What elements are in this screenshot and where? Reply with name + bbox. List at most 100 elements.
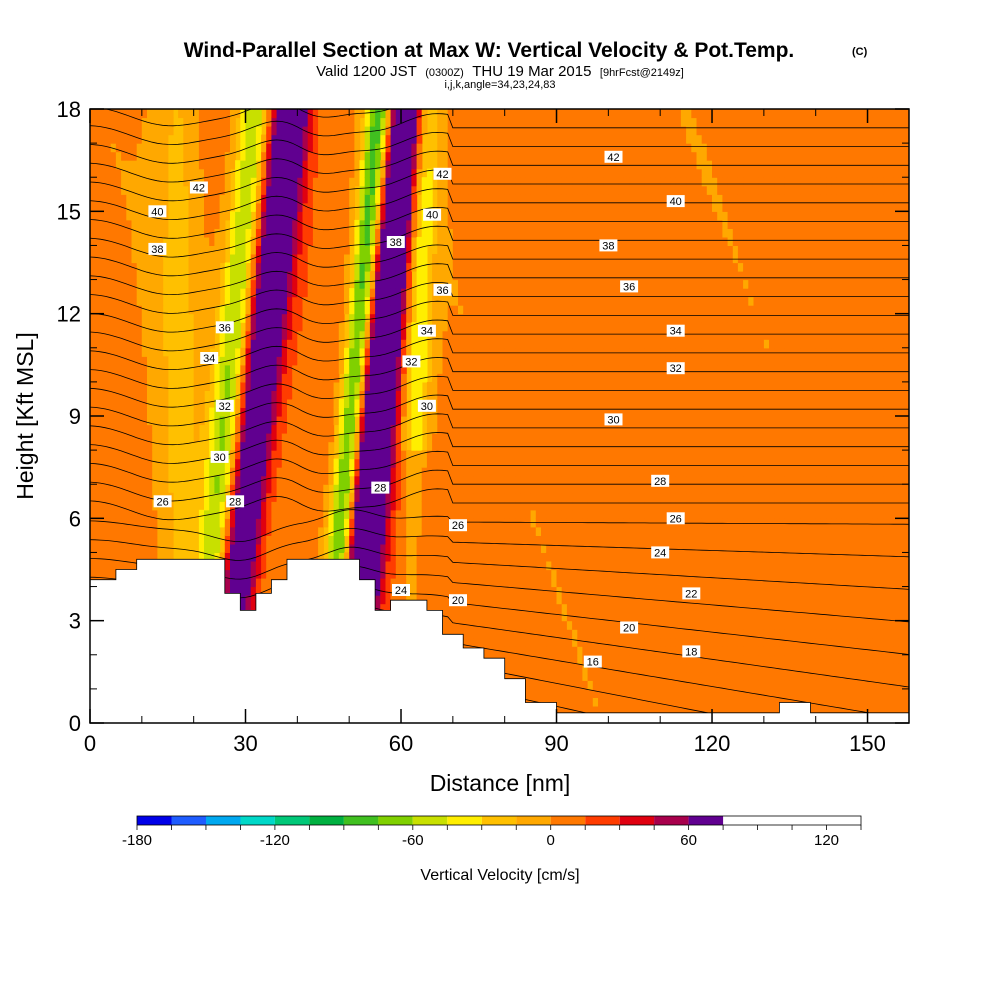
- velocity-cell: [401, 373, 407, 383]
- velocity-cell: [126, 305, 133, 315]
- velocity-cell: [328, 288, 335, 298]
- velocity-cell: [380, 398, 387, 408]
- velocity-cell: [147, 330, 153, 340]
- velocity-cell: [141, 424, 148, 434]
- velocity-cell: [147, 194, 153, 204]
- velocity-cell: [312, 543, 319, 553]
- velocity-cell: [312, 168, 319, 178]
- velocity-cell: [452, 509, 459, 519]
- velocity-cell: [473, 236, 480, 246]
- velocity-cell: [302, 228, 309, 238]
- velocity-cell: [463, 535, 469, 545]
- velocity-cell: [297, 475, 304, 485]
- velocity-cell: [204, 194, 210, 204]
- velocity-cell: [478, 603, 485, 613]
- velocity-cell: [157, 424, 164, 434]
- velocity-cell: [318, 347, 324, 357]
- velocity-cell: [364, 177, 371, 187]
- velocity-cell: [193, 254, 200, 264]
- velocity-cell: [344, 441, 350, 451]
- velocity-cell: [167, 109, 174, 119]
- velocity-cell: [468, 586, 475, 596]
- velocity-cell: [312, 458, 319, 468]
- velocity-cell: [442, 595, 449, 605]
- velocity-cell: [463, 356, 469, 366]
- velocity-cell: [395, 313, 402, 323]
- velocity-cell: [338, 219, 345, 229]
- velocity-cell: [235, 526, 241, 536]
- velocity-cell: [95, 526, 101, 536]
- velocity-cell: [312, 501, 319, 511]
- velocity-cell: [395, 219, 402, 229]
- velocity-cell: [411, 254, 418, 264]
- velocity-cell: [328, 126, 335, 136]
- velocity-cell: [338, 535, 345, 545]
- velocity-cell: [478, 288, 485, 298]
- velocity-cell: [152, 364, 158, 374]
- velocity-cell: [421, 450, 428, 460]
- velocity-cell: [240, 526, 247, 536]
- velocity-cell: [369, 228, 376, 238]
- velocity-cell: [349, 168, 355, 178]
- velocity-cell: [385, 347, 392, 357]
- velocity-cell: [473, 578, 480, 588]
- velocity-cell: [95, 552, 101, 562]
- velocity-cell: [390, 407, 397, 417]
- velocity-cell: [136, 262, 143, 272]
- velocity-cell: [390, 330, 397, 340]
- velocity-cell: [401, 185, 407, 195]
- velocity-cell: [219, 416, 226, 426]
- velocity-cell: [136, 279, 143, 289]
- velocity-cell: [152, 543, 158, 553]
- velocity-cell: [463, 398, 469, 408]
- velocity-cell: [385, 381, 392, 391]
- velocity-cell: [204, 322, 210, 332]
- velocity-cell: [369, 330, 376, 340]
- velocity-cell: [266, 441, 272, 451]
- velocity-cell: [411, 433, 418, 443]
- velocity-cell: [110, 279, 117, 289]
- velocity-cell: [115, 501, 122, 511]
- velocity-cell: [281, 126, 288, 136]
- velocity-cell: [395, 322, 402, 332]
- velocity-cell: [110, 526, 117, 536]
- velocity-cell: [276, 134, 283, 144]
- velocity-cell: [307, 134, 314, 144]
- velocity-cell: [432, 467, 438, 477]
- velocity-cell: [121, 254, 127, 264]
- velocity-cell: [442, 185, 449, 195]
- velocity-cell: [297, 492, 304, 502]
- velocity-cell: [297, 458, 304, 468]
- velocity-cell: [95, 313, 101, 323]
- velocity-cell: [281, 202, 288, 212]
- velocity-cell: [473, 245, 480, 255]
- velocity-cell: [323, 228, 330, 238]
- velocity-cell: [478, 535, 485, 545]
- velocity-cell: [266, 373, 272, 383]
- velocity-cell: [328, 347, 335, 357]
- velocity-cell: [255, 151, 262, 161]
- velocity-cell: [416, 543, 423, 553]
- velocity-cell: [437, 126, 444, 136]
- velocity-cell: [406, 143, 412, 153]
- velocity-cell: [395, 578, 402, 588]
- velocity-cell: [245, 194, 252, 204]
- velocity-cell: [338, 168, 345, 178]
- velocity-cell: [152, 117, 158, 127]
- velocity-cell: [328, 373, 335, 383]
- velocity-cell: [266, 202, 272, 212]
- velocity-cell: [157, 194, 164, 204]
- velocity-cell: [406, 561, 412, 571]
- velocity-cell: [105, 117, 112, 127]
- velocity-cell: [442, 424, 449, 434]
- velocity-cell: [359, 330, 366, 340]
- velocity-cell: [312, 467, 319, 477]
- velocity-cell: [442, 134, 449, 144]
- velocity-cell: [323, 467, 330, 477]
- velocity-cell: [281, 458, 288, 468]
- velocity-cell: [276, 160, 283, 170]
- velocity-cell: [333, 484, 340, 494]
- velocity-cell: [458, 501, 464, 511]
- velocity-cell: [385, 424, 392, 434]
- velocity-cell: [152, 416, 158, 426]
